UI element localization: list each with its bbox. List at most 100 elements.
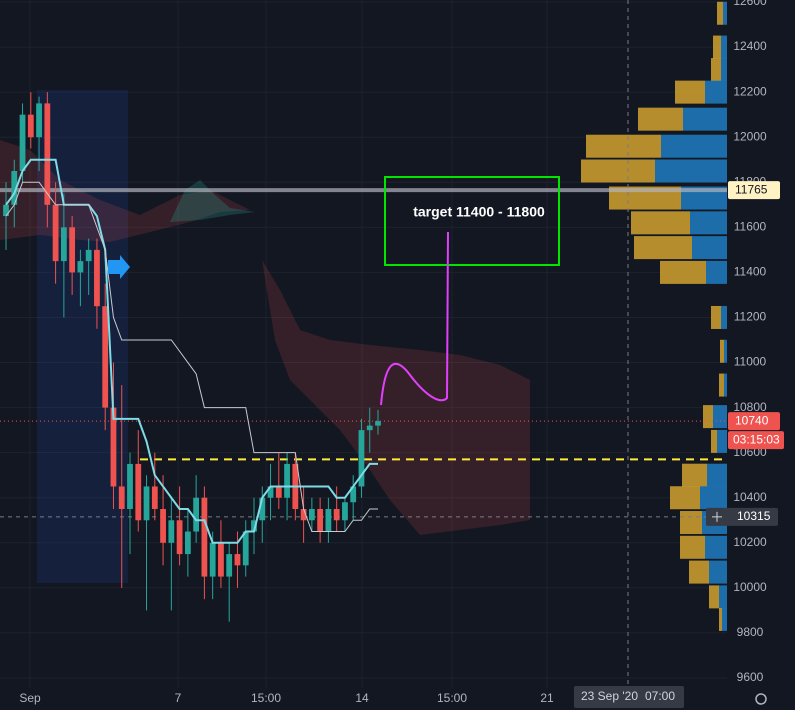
candle-body xyxy=(234,554,241,566)
x-tick-label: 15:00 xyxy=(437,691,467,705)
profile-blue xyxy=(721,58,727,82)
y-tick-label: 11600 xyxy=(734,220,767,234)
profile-blue xyxy=(721,305,727,329)
profile-gold xyxy=(682,463,707,487)
y-tick-label: 12200 xyxy=(733,84,767,98)
y-tick-label: 9800 xyxy=(737,625,764,639)
profile-gold xyxy=(634,236,692,260)
candle-body xyxy=(168,520,175,543)
grid xyxy=(0,0,727,688)
cloud xyxy=(0,140,250,242)
candle-body xyxy=(11,171,18,205)
candle-body xyxy=(77,261,84,273)
y-tick-label: 10800 xyxy=(733,400,767,414)
target-box xyxy=(384,176,560,266)
profile-gold xyxy=(680,535,705,559)
profile-gold xyxy=(586,134,661,158)
candle-body xyxy=(160,509,166,543)
candle-body xyxy=(366,425,373,431)
profile-blue xyxy=(661,134,727,158)
profile-gold xyxy=(581,159,655,183)
profile-gold xyxy=(670,486,700,510)
candle-body xyxy=(176,520,183,555)
profile-gold xyxy=(638,107,683,131)
profile-blue xyxy=(655,159,727,183)
candle-body xyxy=(251,520,257,532)
profile-gold xyxy=(680,511,702,535)
profile-blue xyxy=(721,35,727,59)
y-tick-label: 12400 xyxy=(733,39,767,53)
candle-body xyxy=(3,204,9,217)
candle-body xyxy=(193,497,200,532)
profile-blue xyxy=(683,107,727,131)
profile-gold xyxy=(689,560,709,584)
candle-body xyxy=(209,542,216,577)
candle-body xyxy=(143,486,150,521)
candle-body xyxy=(19,114,26,171)
crosshair-price-label: 10315 xyxy=(737,509,771,523)
profile-gold xyxy=(703,405,713,429)
profile-blue xyxy=(706,260,727,284)
x-tick-label: 21 xyxy=(540,691,554,705)
arrow xyxy=(108,255,130,279)
candle-body xyxy=(127,463,133,509)
profile-blue xyxy=(692,236,727,260)
resistance-label: 11765 xyxy=(735,182,768,196)
profile-blue xyxy=(717,429,727,453)
crosshair-time-box xyxy=(574,686,684,708)
indicator-line xyxy=(5,181,378,533)
profile-gold xyxy=(675,80,705,104)
y-tick-label: 11400 xyxy=(734,265,767,279)
price-axis: 9600980010000102001040010600108001100011… xyxy=(19,0,784,705)
candle-body xyxy=(110,407,117,487)
profile-blue xyxy=(722,607,727,631)
candle-body xyxy=(184,531,191,555)
crosshair-time: 07:00 xyxy=(645,689,675,703)
candle-body xyxy=(259,497,266,521)
y-tick-label: 11000 xyxy=(734,355,767,369)
profile-blue xyxy=(723,1,727,25)
profile-blue xyxy=(724,373,727,397)
candle-body xyxy=(118,486,125,509)
profile-blue xyxy=(690,211,727,235)
candle-body xyxy=(102,306,109,408)
candle-body xyxy=(85,249,92,262)
candle-body xyxy=(135,463,142,521)
crosshair-price-box xyxy=(706,507,778,526)
candle-body xyxy=(36,103,42,138)
candle-body xyxy=(44,103,51,205)
plot xyxy=(0,1,727,631)
range-highlight xyxy=(37,90,128,583)
last-price-label: 10740 xyxy=(735,413,769,427)
profile-gold xyxy=(609,186,681,210)
cloud xyxy=(262,260,530,535)
countdown: 03:15:03 xyxy=(733,432,780,446)
y-tick-label: 10000 xyxy=(733,580,767,594)
candle-body xyxy=(342,502,348,521)
candle-body xyxy=(27,114,34,138)
profile-blue xyxy=(700,486,727,510)
candle-body xyxy=(284,463,290,498)
y-tick-label: 12000 xyxy=(733,129,767,143)
candle-body xyxy=(275,486,282,498)
profile-gold xyxy=(719,607,722,631)
countdown-box xyxy=(728,431,784,450)
settings-icon[interactable] xyxy=(755,693,767,705)
profile-gold xyxy=(660,260,706,284)
profile-gold xyxy=(711,305,721,329)
annotation: target 11400 - 11800 xyxy=(413,204,545,220)
profile-gold xyxy=(713,35,721,59)
candle-body xyxy=(242,531,249,566)
y-tick-label: 11200 xyxy=(734,310,767,324)
candle-body xyxy=(226,554,233,577)
profile-blue xyxy=(707,463,727,487)
candle-body xyxy=(350,486,357,503)
candle-body xyxy=(325,509,332,532)
resistance-label-box xyxy=(728,181,780,200)
profile-gold xyxy=(709,585,719,609)
candle-body xyxy=(375,421,381,426)
y-tick-label: 10200 xyxy=(733,535,767,549)
candle-body xyxy=(218,542,224,577)
profile-gold xyxy=(631,211,690,235)
